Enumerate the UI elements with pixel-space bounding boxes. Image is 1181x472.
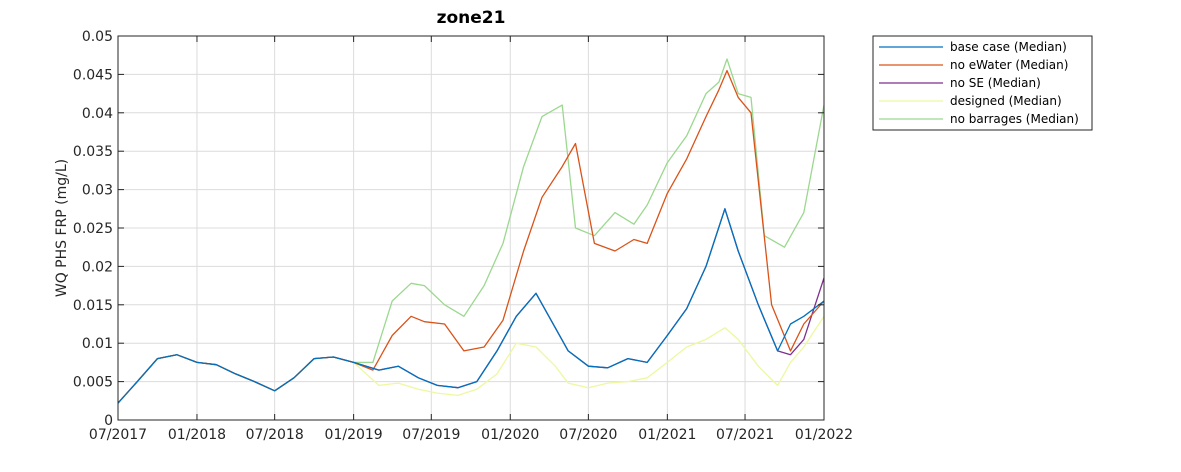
legend-label: designed (Median) [950, 94, 1062, 108]
legend-label: no SE (Median) [950, 76, 1041, 90]
y-tick-label: 0.035 [73, 144, 113, 160]
y-tick-label: 0.025 [73, 221, 113, 237]
y-tick-label: 0 [104, 413, 113, 429]
x-tick-label: 01/2021 [638, 427, 696, 443]
x-tick-label: 07/2020 [559, 427, 617, 443]
x-tick-label: 01/2019 [325, 427, 383, 443]
legend-label: base case (Median) [950, 40, 1067, 54]
y-tick-label: 0.005 [73, 375, 113, 391]
y-tick-label: 0.02 [82, 259, 113, 275]
legend-label: no barrages (Median) [950, 112, 1079, 126]
y-tick-label: 0.04 [82, 106, 113, 122]
chart-title: zone21 [437, 8, 506, 28]
y-tick-label: 0.05 [82, 29, 113, 45]
y-tick-label: 0.045 [73, 67, 113, 83]
x-tick-label: 01/2022 [795, 427, 853, 443]
x-tick-label: 07/2017 [89, 427, 147, 443]
legend-label: no eWater (Median) [950, 58, 1068, 72]
x-tick-label: 01/2018 [168, 427, 226, 443]
x-tick-label: 07/2019 [402, 427, 460, 443]
x-tick-label: 01/2020 [481, 427, 539, 443]
x-tick-label: 07/2018 [246, 427, 304, 443]
y-tick-label: 0.03 [82, 183, 113, 199]
legend: base case (Median) no eWater (Median) no S… [872, 35, 1093, 131]
series-lines [117, 58, 825, 404]
x-tick-label: 07/2021 [716, 427, 774, 443]
x-axis-ticks: 07/2017 01/2018 07/2018 01/2019 07/2019 01/20… [89, 36, 853, 443]
y-tick-label: 0.01 [82, 336, 113, 352]
y-axis-ticks: 0 0.005 0.01 0.015 0.02 0.025 0.03 0.035 0.04 0.0… [73, 29, 824, 429]
y-tick-label: 0.015 [73, 298, 113, 314]
series-line-0 [117, 208, 825, 404]
y-axis-title: WQ PHS FRP (mg/L) [54, 159, 70, 297]
